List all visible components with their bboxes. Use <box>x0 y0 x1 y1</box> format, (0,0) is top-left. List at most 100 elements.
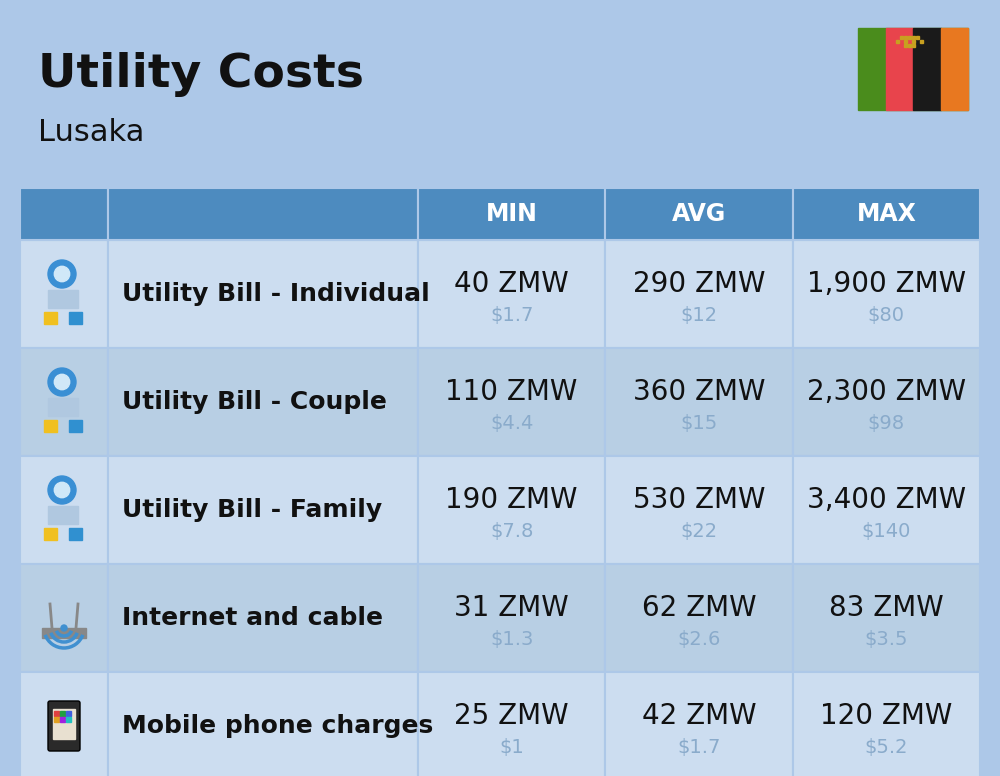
Bar <box>418 672 605 776</box>
Bar <box>605 672 793 776</box>
Text: 42 ZMW: 42 ZMW <box>642 702 756 730</box>
Bar <box>20 672 108 776</box>
Bar <box>20 456 108 564</box>
Bar <box>108 348 418 456</box>
Text: MAX: MAX <box>856 202 916 226</box>
Bar <box>605 564 793 672</box>
Bar <box>605 240 793 348</box>
Bar <box>912 40 915 43</box>
Circle shape <box>61 625 67 631</box>
Text: 120 ZMW: 120 ZMW <box>820 702 953 730</box>
Bar <box>54 717 59 722</box>
Bar <box>42 628 86 638</box>
Text: Internet and cable: Internet and cable <box>122 606 383 630</box>
Text: Utility Bill - Family: Utility Bill - Family <box>122 498 382 522</box>
Bar <box>904 36 907 39</box>
FancyBboxPatch shape <box>48 701 80 751</box>
Circle shape <box>48 368 76 396</box>
Text: 40 ZMW: 40 ZMW <box>454 270 569 298</box>
Bar <box>904 44 907 47</box>
Bar <box>793 240 980 348</box>
Text: $1.7: $1.7 <box>677 739 721 757</box>
Bar <box>69 528 82 540</box>
Bar <box>793 456 980 564</box>
Bar <box>69 312 82 324</box>
Bar <box>904 40 907 43</box>
Bar <box>913 28 940 110</box>
Bar <box>793 672 980 776</box>
Circle shape <box>54 483 70 497</box>
Text: $5.2: $5.2 <box>865 739 908 757</box>
Circle shape <box>48 260 76 288</box>
Text: Lusaka: Lusaka <box>38 118 144 147</box>
Bar <box>20 188 108 240</box>
Text: Mobile phone charges: Mobile phone charges <box>122 714 433 738</box>
Bar <box>916 36 919 39</box>
Text: 62 ZMW: 62 ZMW <box>642 594 756 622</box>
Text: $4.4: $4.4 <box>490 414 533 434</box>
Bar <box>418 456 605 564</box>
Bar <box>54 711 59 716</box>
Bar <box>20 348 108 456</box>
Bar <box>912 36 915 39</box>
Bar <box>48 398 78 416</box>
Bar <box>108 672 418 776</box>
Text: Utility Costs: Utility Costs <box>38 52 364 97</box>
Text: $7.8: $7.8 <box>490 522 533 542</box>
Bar <box>418 188 605 240</box>
Bar <box>108 188 418 240</box>
Bar <box>940 28 968 110</box>
Text: $22: $22 <box>680 522 718 542</box>
Text: MIN: MIN <box>486 202 538 226</box>
Text: Utility Bill - Couple: Utility Bill - Couple <box>122 390 387 414</box>
Text: 110 ZMW: 110 ZMW <box>445 378 578 406</box>
Text: 290 ZMW: 290 ZMW <box>633 270 765 298</box>
Bar <box>418 348 605 456</box>
Bar <box>20 564 108 672</box>
Bar <box>793 564 980 672</box>
Bar <box>858 28 968 110</box>
Bar <box>793 348 980 456</box>
Bar <box>66 711 71 716</box>
Bar <box>48 290 78 308</box>
Text: 3,400 ZMW: 3,400 ZMW <box>807 486 966 514</box>
Text: 190 ZMW: 190 ZMW <box>445 486 578 514</box>
Text: $2.6: $2.6 <box>677 630 721 650</box>
Bar <box>908 44 911 47</box>
Bar <box>44 528 57 540</box>
Bar <box>44 420 57 432</box>
Text: $98: $98 <box>868 414 905 434</box>
Text: 2,300 ZMW: 2,300 ZMW <box>807 378 966 406</box>
Bar <box>605 456 793 564</box>
Text: 360 ZMW: 360 ZMW <box>633 378 765 406</box>
Circle shape <box>54 266 70 282</box>
Text: $15: $15 <box>680 414 718 434</box>
Bar <box>896 40 899 43</box>
Text: $1.3: $1.3 <box>490 630 533 650</box>
Bar <box>108 564 418 672</box>
Bar <box>920 40 923 43</box>
Text: $140: $140 <box>862 522 911 542</box>
Bar <box>60 717 65 722</box>
Bar <box>20 240 108 348</box>
Bar <box>418 564 605 672</box>
Text: 25 ZMW: 25 ZMW <box>454 702 569 730</box>
Bar <box>793 188 980 240</box>
Bar <box>912 44 915 47</box>
Bar <box>69 420 82 432</box>
Text: 1,900 ZMW: 1,900 ZMW <box>807 270 966 298</box>
Text: Utility Bill - Individual: Utility Bill - Individual <box>122 282 430 306</box>
Bar <box>900 36 903 39</box>
Bar <box>44 312 57 324</box>
Text: AVG: AVG <box>672 202 726 226</box>
Text: $12: $12 <box>680 307 718 325</box>
Bar <box>886 28 913 110</box>
Bar <box>908 36 911 39</box>
Text: $1.7: $1.7 <box>490 307 533 325</box>
Bar <box>60 711 65 716</box>
Bar <box>108 240 418 348</box>
Bar <box>48 506 78 524</box>
Bar <box>605 188 793 240</box>
Circle shape <box>48 476 76 504</box>
Circle shape <box>54 374 70 390</box>
